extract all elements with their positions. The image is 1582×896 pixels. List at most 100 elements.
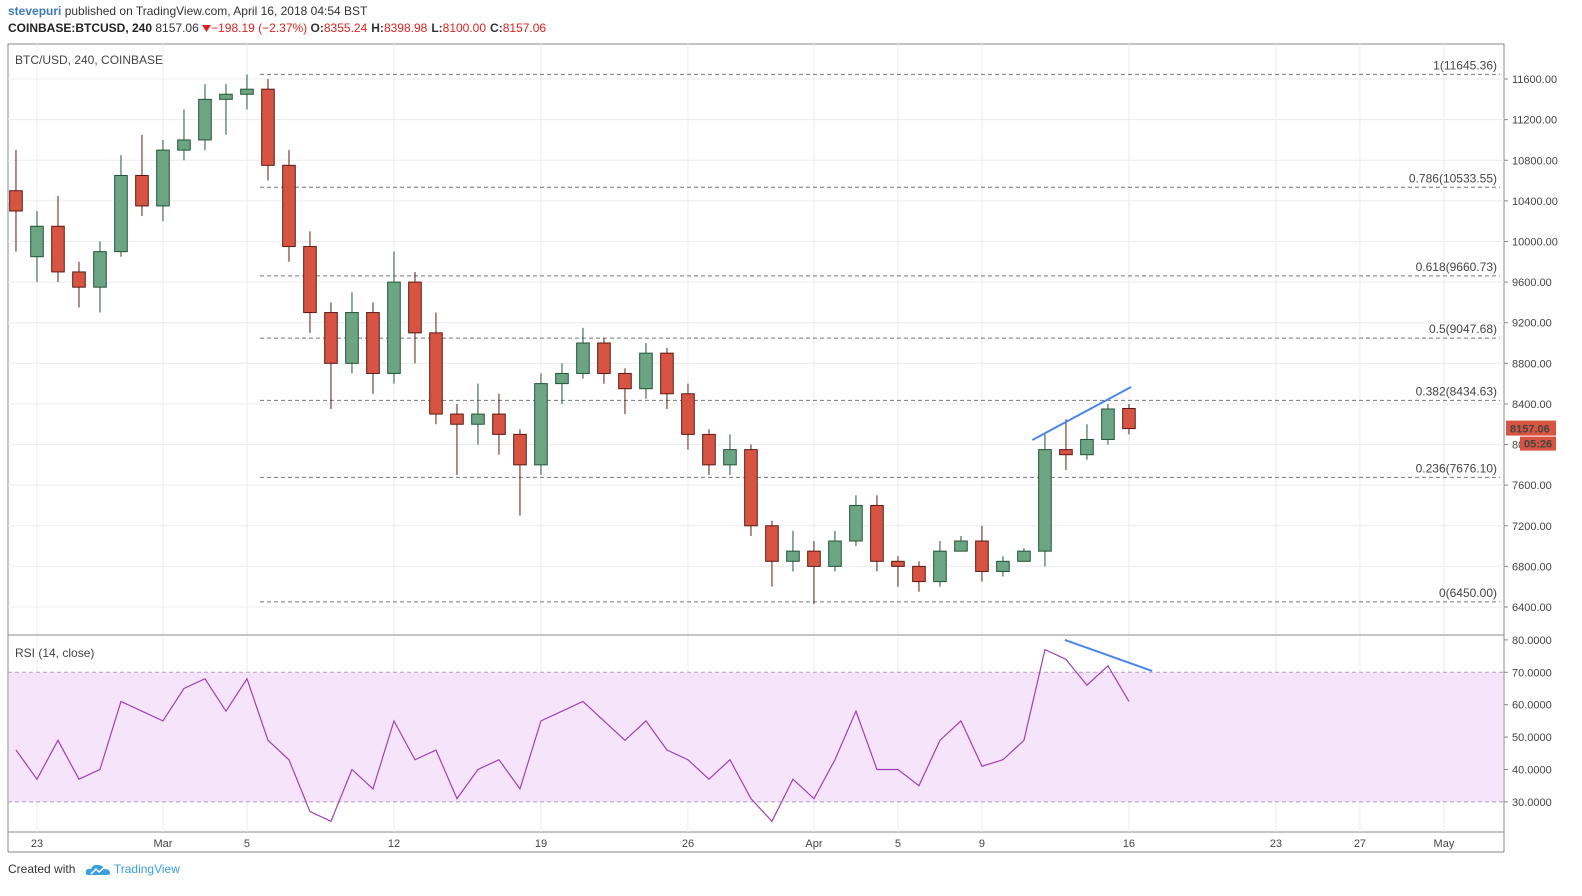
down-arrow xyxy=(202,25,212,32)
created-with: Created with xyxy=(8,862,76,876)
y-tick-label: 9600.00 xyxy=(1512,277,1552,289)
x-tick-label: 26 xyxy=(682,838,694,850)
ohlc-value: 8157.06 xyxy=(502,21,547,35)
fib-label: 0.236(7676.10) xyxy=(1416,461,1497,475)
fib-label: 0(6450.00) xyxy=(1439,586,1497,600)
candle-body xyxy=(156,149,170,207)
x-tick-label: 16 xyxy=(1123,838,1135,850)
y-tick-label: 11600.00 xyxy=(1512,74,1557,86)
candle-body xyxy=(51,225,65,273)
countdown-box xyxy=(1520,436,1556,451)
candle-body xyxy=(240,88,254,95)
ohlc-value: 8100.00 xyxy=(442,21,487,35)
candle-body xyxy=(870,504,884,562)
header: stevepuri published on TradingView.com, … xyxy=(8,3,550,37)
brand[interactable]: TradingView xyxy=(113,862,180,876)
fib-label: 0.786(10533.55) xyxy=(1409,171,1497,185)
y-tick-label: 7600.00 xyxy=(1512,480,1552,492)
y-tick-label: 60.0000 xyxy=(1512,700,1552,712)
y-tick-label: 11200.00 xyxy=(1512,115,1557,127)
candle-body xyxy=(219,93,233,100)
y-tick-label: 9200.00 xyxy=(1512,318,1552,330)
candle-body xyxy=(912,565,926,583)
ohlc-value: 8355.24 xyxy=(323,21,368,35)
candle-body xyxy=(30,225,44,258)
candle-body xyxy=(1059,449,1073,456)
candle-body xyxy=(1038,449,1052,552)
ohlc-label: L: xyxy=(431,21,443,35)
candle-body xyxy=(954,540,968,552)
countdown-label: 05:26 xyxy=(1524,439,1552,451)
byline-text: published on TradingView.com, April 16, … xyxy=(64,4,368,18)
candle-body xyxy=(261,88,275,166)
candle-body xyxy=(114,174,128,253)
y-tick-label: 30.0000 xyxy=(1512,797,1552,809)
candle-body xyxy=(1017,550,1031,562)
ohlc-label: H: xyxy=(371,21,384,35)
x-tick-label: 23 xyxy=(31,838,43,850)
ohlc-label: C: xyxy=(490,21,503,35)
candle-body xyxy=(933,550,947,583)
candle-body xyxy=(849,504,863,542)
ohlc: O:8355.24 H:8398.98 L:8100.00 C:8157.06 xyxy=(311,21,551,35)
candle-body xyxy=(9,190,23,212)
x-tick-label: 23 xyxy=(1270,838,1282,850)
x-tick-label: 12 xyxy=(388,838,400,850)
logo xyxy=(85,864,110,875)
x-tick-label: 5 xyxy=(895,838,901,850)
y-tick-label: 10000.00 xyxy=(1512,236,1558,248)
byline: stevepuri published on TradingView.com, … xyxy=(8,3,550,20)
candle-body xyxy=(324,312,338,364)
symbol: COINBASE:BTCUSD, 240 xyxy=(8,21,153,35)
y-tick-label: 50.0000 xyxy=(1512,732,1552,744)
rsi-band xyxy=(9,672,1503,802)
candle-body xyxy=(450,413,464,425)
quote-line: COINBASE:BTCUSD, 240 8157.06 −198.19 (−2… xyxy=(8,20,550,37)
candle-body xyxy=(345,312,359,364)
footer: Created with TradingView xyxy=(8,862,180,877)
author[interactable]: stevepuri xyxy=(8,4,62,18)
candle-body xyxy=(198,98,212,141)
candle-body xyxy=(1080,438,1094,456)
candle-body xyxy=(597,342,611,374)
ohlc-label: O: xyxy=(310,21,324,35)
candle-body xyxy=(891,560,905,567)
candle-body xyxy=(996,560,1010,572)
x-tick-label: Mar xyxy=(153,838,172,850)
candle-body xyxy=(1122,407,1136,430)
candle-body xyxy=(135,174,149,207)
pane-title: RSI (14, close) xyxy=(15,646,94,660)
x-tick-label: 9 xyxy=(979,838,985,850)
candle-body xyxy=(786,550,800,562)
candle-body xyxy=(303,246,317,314)
x-tick-label: 5 xyxy=(244,838,250,850)
fib-label: 1(11645.36) xyxy=(1433,58,1497,72)
change: −198.19 (−2.37%) xyxy=(211,21,308,35)
candle-body xyxy=(1101,408,1115,440)
candle-body xyxy=(975,540,989,572)
candle-body xyxy=(702,433,716,466)
rsi-line xyxy=(15,648,1130,823)
candle-body xyxy=(639,352,653,390)
chart: 23 Mar 5 12 19 26 Apr 5 9 16 23 27 May 6400.00 6800.00… xyxy=(7,43,1558,853)
candle-body xyxy=(429,332,443,415)
y-tick-label: 40.0000 xyxy=(1512,764,1552,776)
candle-body xyxy=(723,449,737,466)
x-tick-label: 19 xyxy=(535,838,547,850)
last: 8157.06 xyxy=(155,21,199,35)
y-tick-label: 6400.00 xyxy=(1512,602,1552,614)
candle-body xyxy=(408,281,422,334)
candle-body xyxy=(513,433,527,466)
candle-body xyxy=(93,251,107,288)
candle-body xyxy=(534,383,548,466)
fib-label: 0.618(9660.73) xyxy=(1416,260,1497,274)
candle-body xyxy=(807,550,821,567)
y-tick-label: 10800.00 xyxy=(1512,155,1558,167)
x-tick-label: May xyxy=(1434,838,1455,850)
pane-title: BTC/USD, 240, COINBASE xyxy=(15,53,163,67)
candle-body xyxy=(387,281,401,374)
y-tick-label: 7200.00 xyxy=(1512,521,1552,533)
candle-body xyxy=(618,372,632,390)
candle-body xyxy=(660,352,674,395)
candle-body xyxy=(765,525,779,562)
